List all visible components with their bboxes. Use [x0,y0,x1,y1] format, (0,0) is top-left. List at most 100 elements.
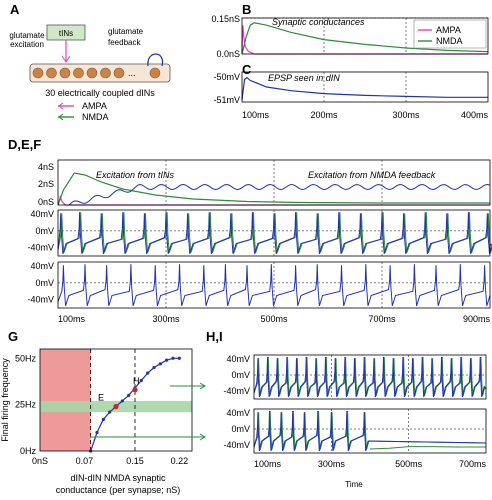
g-x-label: dIN-dIN NMDA synaptic [70,473,166,483]
e-y-tick: -40mV [27,243,54,253]
g-point [152,365,156,370]
b-legend-label: NMDA [436,36,463,46]
d-y-tick: 2nS [38,179,54,189]
feedback-loop [147,53,164,67]
g-y-label: Final firing frequency [0,358,10,442]
g-point [165,358,169,362]
din-soma [59,67,71,79]
def-x-tick: 500ms [260,314,288,324]
din-soma [32,67,44,79]
c-x-tick: 100ms [242,110,270,120]
h-y-tick: 40mV [226,354,250,364]
panel-letter-def: D,E,F [8,137,41,152]
d-annotation-left: Excitation from tINs [96,170,175,180]
g-marker [113,403,119,410]
f-y-tick: 40mV [30,261,54,271]
tin-label: tINs [59,29,73,38]
g-y-tick: 50Hz [15,353,37,363]
g-point [95,430,99,435]
g-point [120,399,124,403]
d-series-feedback [68,183,491,206]
e-trace-blue [57,212,492,255]
panel-letter-c: C [242,62,252,77]
g-x-tick: 0.22 [171,456,189,466]
g-marker-label: H [133,376,140,386]
d-y-tick: 0nS [38,197,54,207]
b-series-nmda [241,22,489,55]
legend-arrow [58,113,64,121]
g-point [146,371,150,375]
glutamate-feedback-label: feedback [108,38,141,47]
chain-caption: 30 electrically coupled dINs [45,88,155,98]
g-point [108,410,112,414]
g-y-tick: 0Hz [20,446,37,456]
e-trace-green [57,212,492,253]
panel-letter-a: A [10,2,20,17]
hi-x-tick: 700ms [459,459,487,469]
h-y-tick: -40mV [223,386,250,396]
c-y-tick: -50mV [213,72,240,82]
g-point [171,356,175,360]
b-y-tick: 0.0nS [216,49,240,59]
f-y-tick: 0mV [35,278,54,288]
b-axes-frame [241,17,489,55]
glutamate-excitation-label: excitation [10,40,44,49]
panel-letter-hi: H,I [206,329,223,344]
b-legend-box [413,19,487,49]
hi-x-tick: 100ms [254,459,282,469]
c-series-epsp [241,76,488,101]
legend-label: AMPA [82,101,107,111]
c-y-tick: -51mV [213,95,240,105]
glutamate-feedback-label: glutamate [108,27,144,36]
hi-x-tick: 500ms [395,459,423,469]
h-trace-blue [253,356,487,398]
g-x-tick: 0.07 [76,456,94,466]
f-trace-blue [57,264,491,307]
g-x-label: conductance (per synapse; nS) [56,485,181,495]
g-marker [132,387,138,393]
i-y-tick: 0mV [231,424,250,434]
c-annotation: EPSP seen in dIN [268,73,340,83]
g-point [101,417,105,422]
g-arrowhead [199,382,206,390]
e-y-tick: 0mV [35,226,54,236]
i-axes-frame [253,408,487,454]
b-legend-label: AMPA [436,25,461,35]
g-x-tick: 0nS [32,456,48,466]
def-x-tick: 900ms [463,314,491,324]
e-y-tick: 40mV [30,209,54,219]
chain-dots: ... [128,68,136,78]
g-point [139,378,143,383]
g-marker-label: E [98,392,104,402]
f-y-tick: -40mV [27,295,54,305]
c-x-tick: 300ms [392,110,420,120]
i-rest-trace [369,446,486,450]
c-x-tick: 200ms [310,110,338,120]
h-y-tick: 0mV [231,370,250,380]
def-x-tick: 300ms [152,314,180,324]
g-arrowhead [199,433,206,441]
g-axes-frame [39,348,193,452]
din-soma [86,67,98,79]
hi-x-tick: 300ms [318,459,346,469]
panel-a-schematic: tINsglutamateexcitationglutamatefeedback… [9,24,171,122]
g-point [158,362,162,366]
panel-letter-g: G [8,329,18,344]
d-axes-frame [57,159,491,206]
d-y-tick: 4nS [38,162,54,172]
panel-letter-b: B [242,2,251,17]
c-axes-frame [241,71,489,103]
legend-label: NMDA [82,112,109,122]
d-series-nmda [57,172,490,206]
i-y-tick: 40mV [226,408,250,418]
def-x-tick: 100ms [58,314,86,324]
hi-x-label: Time [345,480,363,489]
b-y-tick: 0.15nS [211,14,240,24]
legend-arrow [58,102,64,110]
def-x-tick: 700ms [368,314,396,324]
g-y-tick: 25Hz [15,400,37,410]
din-soma [113,67,125,79]
d-annotation-right: Excitation from NMDA feedback [308,170,436,180]
din-soma [100,67,111,79]
